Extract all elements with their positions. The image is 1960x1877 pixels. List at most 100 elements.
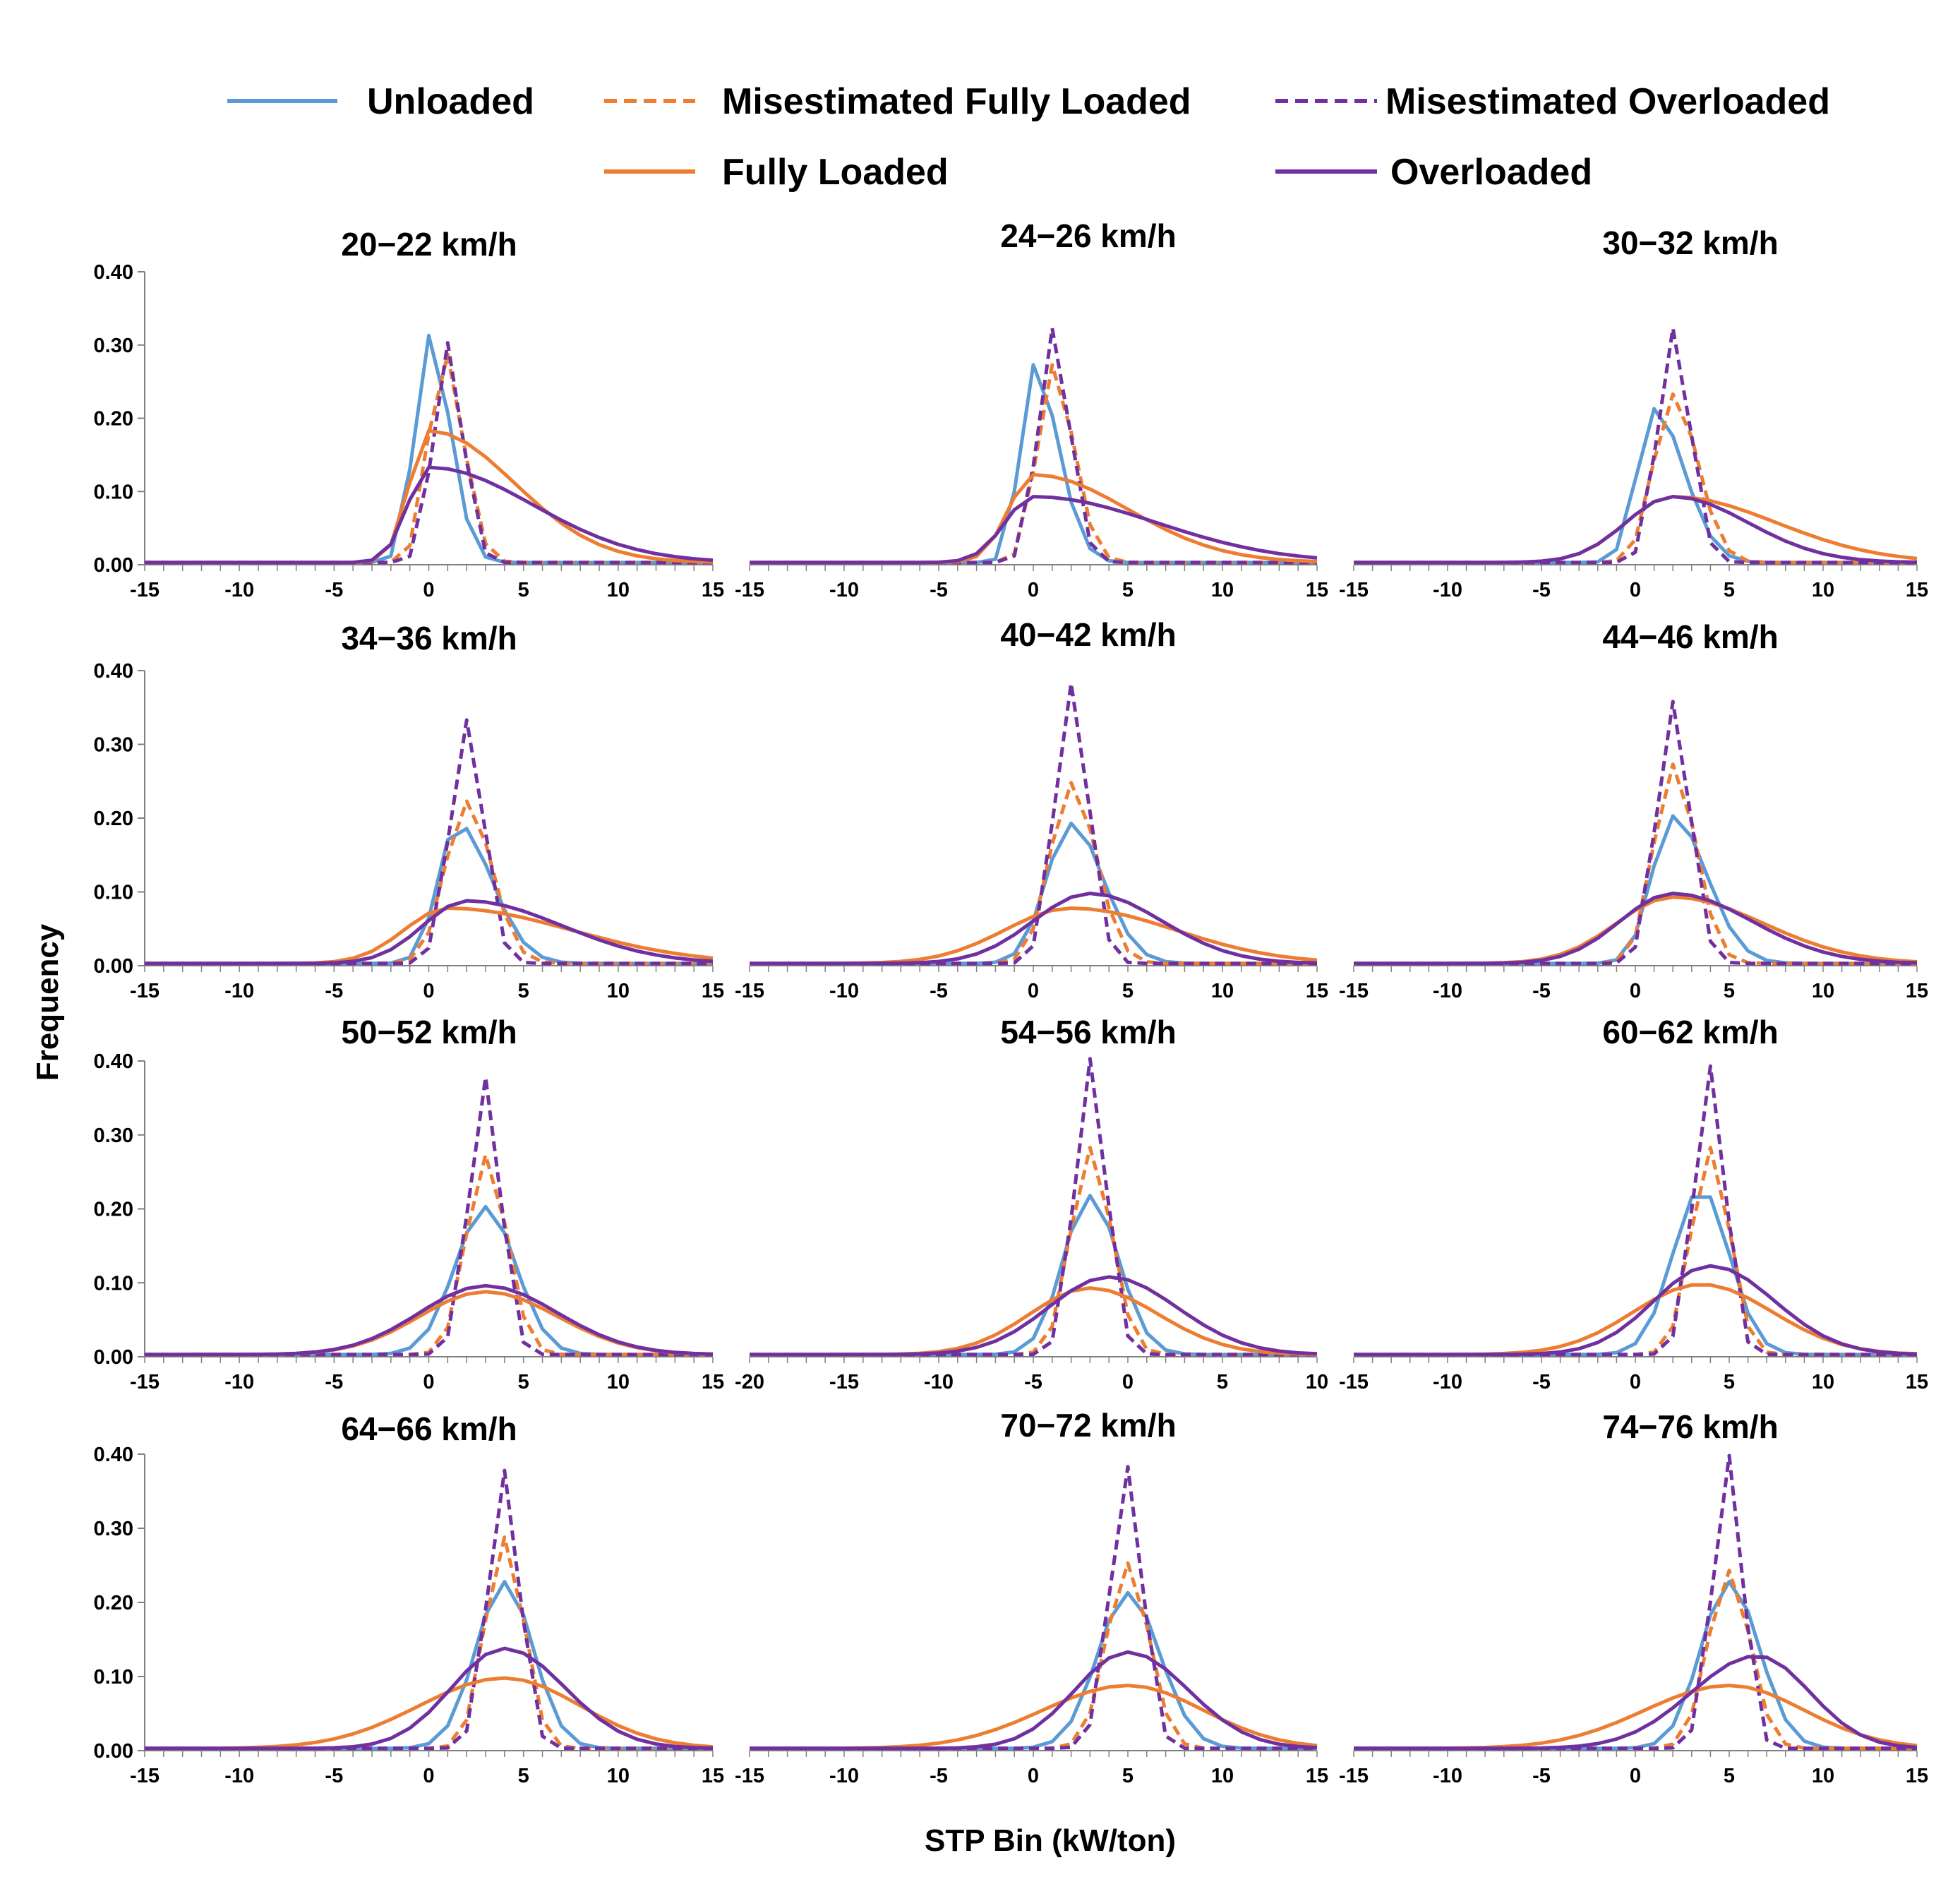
series-line-mis_full	[1354, 762, 1917, 966]
series-line-mis_over	[750, 1465, 1317, 1751]
x-tick-label: 5	[1724, 579, 1735, 601]
x-tick-label: 0	[1028, 579, 1039, 601]
series-line-unloaded	[1354, 814, 1917, 966]
x-tick-label: 0	[1630, 980, 1641, 1002]
series-line-over	[1354, 1264, 1918, 1357]
x-tick-label: 5	[1122, 980, 1134, 1002]
x-tick-label: -5	[1532, 980, 1551, 1002]
y-tick-label: 0.30	[94, 1518, 133, 1540]
x-tick-label: -15	[735, 1765, 764, 1787]
y-tick-label: 0.20	[94, 1199, 133, 1221]
y-tick-label: 0.10	[94, 481, 133, 503]
legend-label: Overloaded	[1390, 152, 1592, 193]
x-tick-label: 0	[423, 1765, 434, 1787]
series-line-over	[145, 899, 714, 966]
x-tick-label: 0	[1630, 1371, 1641, 1393]
x-tick-label: -15	[1339, 579, 1369, 601]
x-tick-label: -10	[224, 579, 254, 601]
panel-2: 24−26 km/h -15 -10 -5 0 5 10 15	[735, 217, 1328, 601]
x-tick-label: 15	[1306, 980, 1328, 1002]
x-tick-label: 5	[1724, 1765, 1735, 1787]
series-line-unloaded	[1354, 1195, 1917, 1357]
x-tick-label: 5	[518, 980, 529, 1002]
panel-title: 74−76 km/h	[1602, 1408, 1778, 1445]
series-line-full	[750, 472, 1318, 565]
panel-title: 34−36 km/h	[341, 620, 517, 656]
x-tick-label: 10	[1211, 980, 1234, 1002]
x-tick-label: -15	[1339, 980, 1369, 1002]
series-line-full	[145, 428, 714, 565]
x-tick-label: 0	[1028, 1765, 1039, 1787]
x-tick-label: 5	[518, 1371, 529, 1393]
series-line-unloaded	[145, 1204, 713, 1357]
series-line-mis_over	[1354, 1453, 1917, 1751]
series-line-over	[1354, 892, 1918, 966]
y-tick-label: 0.30	[94, 1125, 133, 1147]
y-tick-label: 0.40	[94, 1444, 133, 1466]
x-tick-label: 10	[607, 1765, 630, 1787]
panel-1: 20−22 km/h 0.00 0.10 0.20 0.30 0.40 -15 -10 -5 0 5…	[94, 226, 725, 601]
series-line-mis_full	[145, 1535, 713, 1751]
legend-label: Misestimated Overloaded	[1385, 81, 1830, 122]
x-tick-label: -15	[130, 980, 160, 1002]
x-tick-label: 15	[1906, 1371, 1928, 1393]
x-tick-label: -5	[930, 1765, 948, 1787]
x-tick-label: 10	[1812, 980, 1834, 1002]
x-tick-label: 0	[1630, 1765, 1641, 1787]
x-tick-label: -15	[1339, 1371, 1369, 1393]
x-tick-label: -5	[325, 980, 343, 1002]
x-tick-label: -10	[829, 980, 859, 1002]
series-line-unloaded	[750, 821, 1317, 966]
panel-title: 70−72 km/h	[1000, 1407, 1176, 1444]
legend-item-unloaded: Unloaded	[227, 81, 534, 122]
y-tick-label: 0.40	[94, 660, 133, 683]
y-axis-label: Frequency	[30, 923, 65, 1081]
x-tick-label: -10	[924, 1371, 954, 1393]
series-line-full	[750, 1286, 1318, 1357]
x-tick-label: 15	[1306, 1765, 1328, 1787]
y-tick-label: 0.30	[94, 734, 133, 757]
x-tick-label: -10	[224, 980, 254, 1002]
x-tick-label: -15	[130, 1765, 160, 1787]
panel-6: 44−46 km/h -15 -10 -5 0 5 10 15	[1339, 618, 1928, 1002]
x-tick-label: -5	[1024, 1371, 1042, 1393]
x-tick-label: -15	[130, 579, 160, 601]
y-tick-label: 0.40	[94, 1050, 133, 1073]
x-tick-label: -10	[1433, 1371, 1462, 1393]
legend-item-full: Fully Loaded	[604, 152, 949, 193]
x-tick-label: -5	[325, 1765, 343, 1787]
panel-10: 64−66 km/h 0.00 0.10 0.20 0.30 0.40 -15 -10 -5 0 5…	[94, 1410, 725, 1787]
x-tick-label: -5	[930, 579, 948, 601]
series-line-over	[1354, 1655, 1918, 1751]
x-tick-label: 5	[1724, 980, 1735, 1002]
x-tick-label: 0	[423, 579, 434, 601]
panel-title: 64−66 km/h	[341, 1410, 517, 1447]
x-tick-label: 5	[1724, 1371, 1735, 1393]
x-tick-label: -10	[1433, 579, 1462, 601]
x-tick-label: -5	[1532, 579, 1551, 601]
x-tick-label: 0	[1122, 1371, 1134, 1393]
series-line-over	[145, 1646, 714, 1751]
x-tick-label: 5	[1122, 1765, 1134, 1787]
x-tick-label: 10	[1211, 579, 1234, 601]
y-tick-label: 0.10	[94, 882, 133, 904]
x-tick-label: 5	[518, 1765, 529, 1787]
series-line-mis_full	[750, 1561, 1317, 1751]
y-tick-label: 0.20	[94, 808, 133, 830]
x-tick-label: -5	[930, 980, 948, 1002]
series-line-mis_over	[1354, 326, 1917, 565]
panel-9: 60−62 km/h -15 -10 -5 0 5 10 15	[1339, 1014, 1928, 1393]
x-tick-label: 0	[423, 980, 434, 1002]
x-tick-label: -5	[325, 1371, 343, 1393]
y-tick-label: 0.00	[94, 554, 133, 577]
x-tick-label: 15	[702, 980, 724, 1002]
x-tick-label: 10	[607, 1371, 630, 1393]
panel-3: 30−32 km/h -15 -10 -5 0 5 10 15	[1339, 224, 1928, 601]
y-tick-label: 0.00	[94, 1740, 133, 1763]
x-tick-label: 15	[1906, 1765, 1928, 1787]
y-tick-label: 0.40	[94, 261, 133, 284]
x-tick-label: -5	[1532, 1371, 1551, 1393]
legend: Unloaded Misestimated Fully Loaded Misesti…	[227, 81, 1830, 193]
panel-title: 54−56 km/h	[1000, 1014, 1176, 1050]
